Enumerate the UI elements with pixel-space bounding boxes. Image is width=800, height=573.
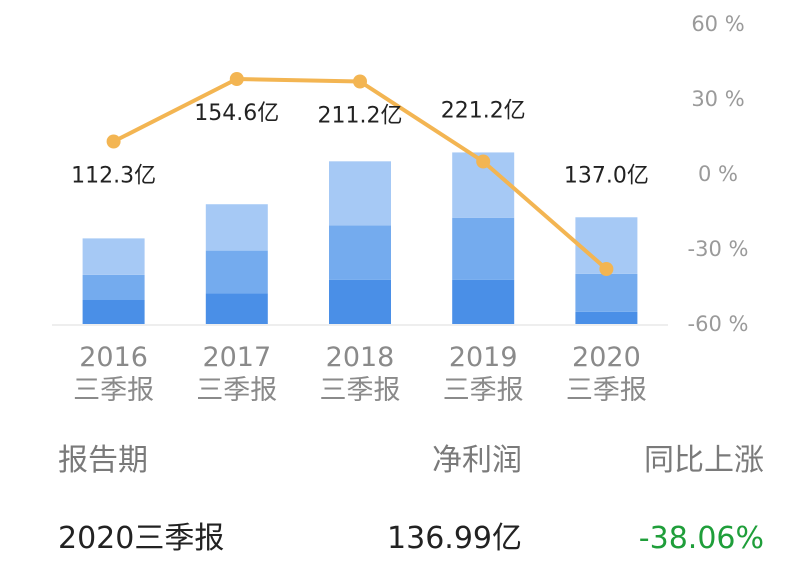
- right-axis-tick: 60 %: [691, 12, 744, 36]
- growth-point: [106, 134, 121, 149]
- right-axis-tick: -60 %: [688, 312, 749, 336]
- bar-value-label: 112.3亿: [71, 164, 156, 189]
- x-axis-category-label: 2018: [326, 342, 395, 373]
- bar-segment-1: [82, 300, 145, 324]
- bar-segment-2: [82, 274, 145, 300]
- bar-segment-2: [329, 225, 391, 280]
- bar-segment-1: [329, 279, 391, 324]
- bar-value-label: 137.0亿: [564, 163, 649, 188]
- bar-segment-2: [575, 273, 638, 312]
- summary-header: 报告期 净利润 同比上涨: [0, 441, 800, 481]
- x-axis-category-label: 2017: [202, 342, 271, 373]
- bar-segment-3: [329, 161, 391, 226]
- net-profit-chart: 112.3亿 154.6亿 211.2亿 221.2亿 137.0亿 60 % 30 % 0 …: [52, 12, 749, 406]
- period-header: 报告期: [58, 443, 148, 478]
- right-axis-tick: -30 %: [688, 237, 749, 261]
- period-value: 2020三季报: [58, 521, 225, 556]
- bar-segment-3: [205, 204, 268, 251]
- x-axis-category-label: 三季报: [566, 375, 647, 406]
- profit-value: 136.99亿: [387, 521, 522, 556]
- change-header: 同比上涨: [644, 443, 764, 478]
- right-axis-tick: 30 %: [691, 87, 744, 111]
- bar-segment-2: [452, 217, 515, 280]
- x-axis-category-label: 三季报: [443, 375, 524, 406]
- x-axis-category-label: 2019: [449, 342, 518, 373]
- growth-point: [476, 154, 491, 169]
- bar-value-label: 154.6亿: [194, 101, 279, 126]
- growth-point: [229, 72, 244, 86]
- x-axis-category-label: 三季报: [196, 375, 277, 406]
- x-axis-category-label: 2020: [572, 342, 641, 373]
- right-axis-tick: 0 %: [698, 162, 738, 186]
- bar-segment-1: [205, 293, 268, 324]
- x-axis-category-label: 三季报: [320, 375, 401, 406]
- x-axis-category-label: 2016: [79, 342, 148, 373]
- change-value: -38.06%: [638, 521, 764, 556]
- bar-segment-1: [452, 279, 515, 324]
- bar-segment-3: [82, 238, 145, 275]
- bar-value-label: 221.2亿: [441, 98, 526, 123]
- summary-row[interactable]: 2020三季报 136.99亿 -38.06%: [0, 519, 800, 559]
- growth-point: [353, 74, 367, 89]
- bar-value-label: 211.2亿: [318, 104, 403, 129]
- bar-segment-1: [575, 311, 638, 324]
- growth-point: [599, 262, 614, 276]
- x-axis-category-label: 三季报: [73, 375, 154, 406]
- bar-segment-2: [205, 250, 268, 294]
- profit-header: 净利润: [432, 443, 522, 478]
